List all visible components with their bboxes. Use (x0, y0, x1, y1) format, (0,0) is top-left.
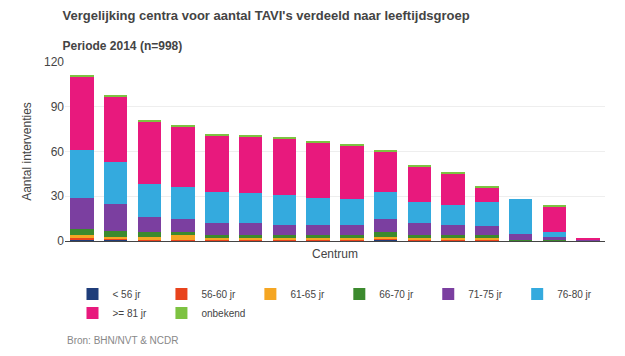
svg-text:Periode 2014 (n=998): Periode 2014 (n=998) (63, 39, 183, 53)
svg-text:Centrum: Centrum (312, 247, 358, 261)
svg-text:Vergelijking centra voor aanta: Vergelijking centra voor aantal TAVI's v… (63, 8, 470, 23)
svg-text:onbekend: onbekend (201, 308, 245, 319)
svg-text:76-80 jr: 76-80 jr (557, 289, 592, 300)
svg-text:0: 0 (57, 234, 64, 248)
svg-text:60: 60 (51, 145, 65, 159)
svg-text:< 56 jr: < 56 jr (113, 289, 142, 300)
svg-text:Bron: BHN/NVT & NCDR: Bron: BHN/NVT & NCDR (67, 335, 179, 346)
svg-text:>= 81 jr: >= 81 jr (113, 308, 148, 319)
svg-text:30: 30 (51, 189, 65, 203)
svg-text:56-60 jr: 56-60 jr (201, 289, 236, 300)
svg-text:90: 90 (51, 100, 65, 114)
svg-text:120: 120 (44, 55, 64, 69)
svg-text:71-75 jr: 71-75 jr (468, 289, 503, 300)
svg-text:66-70 jr: 66-70 jr (379, 289, 414, 300)
svg-text:Aantal interventies: Aantal interventies (20, 102, 34, 201)
svg-text:61-65 jr: 61-65 jr (290, 289, 325, 300)
